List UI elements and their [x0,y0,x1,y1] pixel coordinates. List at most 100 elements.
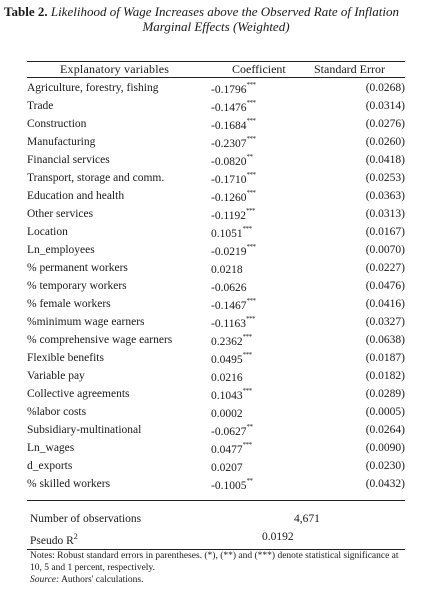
source-text: Authors' calculations. [61,575,144,585]
variable-cell: % skilled workers [27,478,111,490]
variable-cell: Subsidiary-multinational [27,424,142,436]
significance-stars: ** [246,422,253,431]
coefficient-cell: -0.0627** [211,421,321,439]
standard-error-cell: (0.0476) [365,280,405,292]
standard-error-cell: (0.0276) [365,118,405,130]
coefficient-value: 0.1043 [211,389,243,402]
table-row: % temporary workers -0.0626 (0.0476) [27,277,405,295]
standard-error-cell: (0.0638) [365,334,405,346]
coefficient-cell: -0.1163*** [211,313,321,331]
table-row: d_exports 0.0207 (0.0230) [27,457,405,475]
coefficient-value: -0.1005 [211,479,247,492]
variable-cell: Variable pay [27,370,85,382]
coefficient-value: -0.0219 [211,245,247,258]
coefficient-value: -0.1467 [211,299,247,312]
caption-line-1: Table 2. Likelihood of Wage Increases ab… [4,4,428,19]
standard-error-cell: (0.0227) [365,262,405,274]
observations-label: Number of observations [30,513,142,525]
coefficient-value: 0.0207 [211,461,243,474]
table-row: Education and health -0.1260*** (0.0363) [27,187,405,205]
coefficient-cell: 0.0002 [211,403,321,421]
significance-stars: *** [242,386,253,395]
coefficient-value: -0.1684 [211,119,247,132]
source-line: Source: Authors' calculations. [30,574,410,586]
standard-error-cell: (0.0090) [365,442,405,454]
standard-error-cell: (0.0167) [365,226,405,238]
header-standard-error: Standard Error [314,62,385,76]
coefficient-cell: 0.0216 [211,367,321,385]
coefficient-cell: -0.1684*** [211,115,321,133]
coefficient-cell: 0.0218 [211,259,321,277]
coefficient-cell: -0.1710*** [211,169,321,187]
standard-error-cell: (0.0313) [365,208,405,220]
table-row: Other services -0.1192*** (0.0313) [27,205,405,223]
pseudo-r2-label: Pseudo R [30,535,74,547]
coefficient-value: -0.0820 [211,155,247,168]
coefficient-cell: 0.2362*** [211,331,321,349]
variable-cell: % temporary workers [27,280,127,292]
variable-cell: % permanent workers [27,262,128,274]
coefficient-value: 0.2362 [211,335,243,348]
standard-error-cell: (0.0268) [365,82,405,94]
variable-cell: %labor costs [27,406,87,418]
variable-cell: % female workers [27,298,111,310]
coefficient-cell: -0.0820** [211,151,321,169]
table-row: % permanent workers 0.0218 (0.0227) [27,259,405,277]
observations-row: Number of observations 4,671 [30,512,320,526]
table-row: Variable pay 0.0216 (0.0182) [27,367,405,385]
coefficient-value: 0.0495 [211,353,243,366]
significance-stars: *** [246,188,256,197]
standard-error-cell: (0.0314) [365,100,405,112]
variable-cell: Financial services [27,154,110,166]
table-top-rule [27,61,405,62]
table-caption: Table 2. Likelihood of Wage Increases ab… [4,4,428,34]
significance-stars: *** [242,350,253,359]
coefficient-value: -0.1710 [211,173,247,186]
table-row: Subsidiary-multinational -0.0627** (0.0264… [27,421,405,439]
table-row: Manufacturing -0.2307*** (0.0260) [27,133,405,151]
table-body-end-rule [27,500,405,501]
significance-stars: *** [242,332,253,341]
coefficient-cell: -0.1467*** [211,295,321,313]
variable-cell: Ln_wages [27,442,75,454]
variable-cell: Transport, storage and comm. [27,172,165,184]
coefficient-cell: -0.0219*** [211,241,321,259]
coefficient-cell: -0.1476*** [211,97,321,115]
significance-stars: *** [246,206,256,215]
table-title-line-1: Likelihood of Wage Increases above the O… [50,4,399,19]
source-label: Source: [30,575,60,585]
significance-stars: *** [246,116,256,125]
variable-cell: Manufacturing [27,136,96,148]
variable-cell: Flexible benefits [27,352,104,364]
coefficient-value: -0.1163 [211,317,247,330]
coefficient-cell: -0.1260*** [211,187,321,205]
table-row: Financial services -0.0820** (0.0418) [27,151,405,169]
significance-stars: *** [242,440,253,449]
significance-stars: ** [246,152,253,161]
pseudo-r2-superscript: 2 [73,532,78,541]
coefficient-value: -0.1796 [211,83,247,96]
coefficient-value: 0.0002 [211,407,243,420]
variable-cell: Agriculture, forestry, fishing [27,82,159,94]
pseudo-r2-row: Pseudo R2 0.0192 [30,530,294,548]
coefficient-cell: -0.0626 [211,277,321,295]
variable-cell: Ln_employees [27,244,95,256]
table-row: % comprehensive wage earners 0.2362*** (0.… [27,331,405,349]
observations-value: 4,671 [294,513,320,525]
coefficient-value: -0.1192 [211,209,247,222]
coefficient-value: -0.0626 [211,281,247,294]
significance-stars: *** [246,314,256,323]
variable-cell: Location [27,226,68,238]
coefficient-value: -0.1260 [211,191,247,204]
standard-error-cell: (0.0182) [365,370,405,382]
standard-error-cell: (0.0432) [365,478,405,490]
header-explanatory-variables: Explanatory variables [60,62,170,76]
coefficient-cell: 0.0477*** [211,439,321,457]
standard-error-cell: (0.0005) [365,406,405,418]
significance-stars: *** [246,98,256,107]
standard-error-cell: (0.0070) [365,244,405,256]
variable-cell: %minimum wage earners [27,316,145,328]
table-row: Transport, storage and comm. -0.1710*** (0… [27,169,405,187]
significance-stars: *** [246,80,256,89]
